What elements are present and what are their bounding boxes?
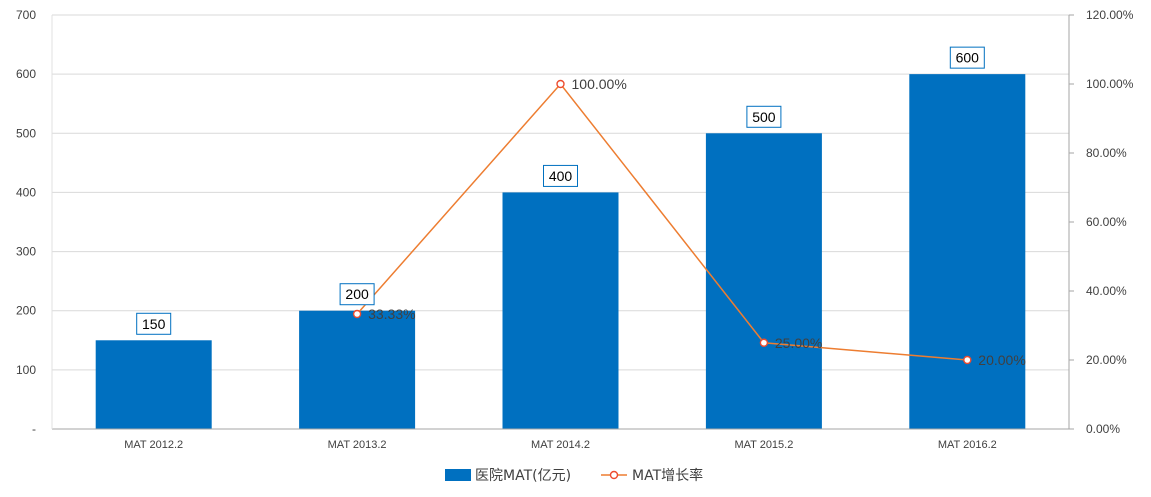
legend-bar-swatch — [445, 469, 471, 481]
line-data-label: 100.00% — [572, 76, 627, 92]
right-axis-tick-label: 80.00% — [1086, 146, 1127, 160]
legend-label-line: MAT增长率 — [632, 467, 703, 484]
legend-label-bar: 医院MAT(亿元) — [475, 468, 571, 484]
bar-data-label: 400 — [549, 168, 573, 184]
bar-label-box — [136, 312, 172, 335]
line-point — [556, 79, 565, 89]
line-data-labels: 33.33% 100.00% 25.00% 20.00% — [368, 76, 1026, 368]
x-axis-tick-label: MAT 2016.2 — [938, 439, 997, 451]
left-axis-ticks: - 100 200 300 400 500 600 700 — [16, 8, 36, 436]
x-axis-tick-label: MAT 2012.2 — [124, 439, 183, 451]
bar-data-label: 150 — [142, 316, 166, 332]
right-axis-tick-label: 60.00% — [1086, 215, 1127, 229]
bar-label-box — [543, 164, 578, 187]
left-axis-tick-label: 600 — [16, 67, 36, 81]
legend-line-marker — [609, 470, 619, 480]
legend: 医院MAT(亿元) MAT增长率 — [445, 467, 703, 484]
bar-data-label: 500 — [752, 109, 776, 125]
line-data-label: 20.00% — [978, 352, 1025, 368]
line-point — [352, 309, 362, 319]
left-axis-tick-label: 300 — [16, 245, 36, 259]
bar — [299, 310, 416, 429]
bar — [95, 340, 212, 429]
left-axis-tick-label: 200 — [16, 304, 36, 318]
line-data-label: 33.33% — [368, 306, 415, 322]
right-axis-tick-label: 40.00% — [1086, 284, 1127, 298]
bar-data-label: 600 — [956, 50, 980, 66]
bar-label-box — [339, 283, 375, 306]
line-path — [356, 82, 968, 361]
bar — [705, 133, 822, 430]
bar — [909, 74, 1026, 430]
bar-data-label: 200 — [345, 286, 369, 302]
left-axis-tick-label: 500 — [16, 126, 36, 140]
bar-label-box — [746, 105, 782, 128]
right-axis-tick-label: 20.00% — [1086, 353, 1127, 367]
right-axis-tick-label: 100.00% — [1086, 77, 1134, 91]
bar-label-box — [949, 46, 985, 69]
x-axis-tick-label: MAT 2014.2 — [531, 439, 590, 451]
line-series — [352, 79, 972, 365]
left-axis-tick-label: - — [32, 422, 36, 436]
line-data-label: 25.00% — [775, 335, 822, 351]
bar-data-labels: 150 200 400 500 600 — [136, 46, 985, 335]
bar — [502, 192, 619, 429]
right-axis-tick-label: 0.00% — [1086, 422, 1120, 436]
right-axis-tick-label: 120.00% — [1086, 8, 1134, 22]
right-axis-ticks: 0.00% 20.00% 40.00% 60.00% 80.00% 100.00% 120.… — [1069, 8, 1134, 436]
bar-series — [95, 74, 1026, 430]
left-axis-tick-label: 700 — [16, 8, 36, 22]
left-axis-tick-label: 400 — [16, 185, 36, 199]
left-axis-tick-label: 100 — [16, 363, 36, 377]
x-axis-ticks: MAT 2012.2 MAT 2013.2 MAT 2014.2 MAT 2015.2… — [124, 439, 997, 451]
x-axis-tick-label: MAT 2015.2 — [734, 439, 793, 451]
x-axis-tick-label: MAT 2013.2 — [328, 439, 387, 451]
line-point — [759, 338, 769, 347]
line-point — [963, 355, 972, 365]
